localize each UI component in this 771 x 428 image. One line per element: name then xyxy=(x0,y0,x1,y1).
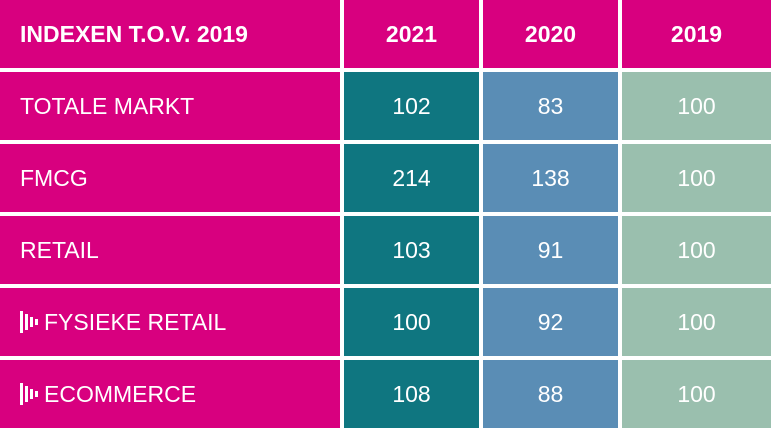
row-label: FYSIEKE RETAIL xyxy=(0,288,340,356)
table-title: INDEXEN T.O.V. 2019 xyxy=(0,0,340,68)
row-label: TOTALE MARKT xyxy=(0,72,340,140)
value-cell-2020: 88 xyxy=(483,360,618,428)
value-cell-2019: 100 xyxy=(622,72,771,140)
row-label-text: FYSIEKE RETAIL xyxy=(44,308,227,335)
column-header-2020: 2020 xyxy=(483,0,618,68)
value-cell-2020: 83 xyxy=(483,72,618,140)
row-label: FMCG xyxy=(0,144,340,212)
bars-icon xyxy=(20,311,38,333)
value-cell-2020: 138 xyxy=(483,144,618,212)
value-cell-2019: 100 xyxy=(622,360,771,428)
row-label-text: TOTALE MARKT xyxy=(20,92,195,119)
row-label-text: RETAIL xyxy=(20,236,99,263)
value-cell-2021: 103 xyxy=(344,216,479,284)
value-cell-2020: 92 xyxy=(483,288,618,356)
value-cell-2021: 108 xyxy=(344,360,479,428)
row-label-text: ECOMMERCE xyxy=(44,380,197,407)
value-cell-2019: 100 xyxy=(622,216,771,284)
column-header-2019: 2019 xyxy=(622,0,771,68)
row-label: ECOMMERCE xyxy=(0,360,340,428)
column-header-2021: 2021 xyxy=(344,0,479,68)
value-cell-2019: 100 xyxy=(622,144,771,212)
value-cell-2019: 100 xyxy=(622,288,771,356)
row-label: RETAIL xyxy=(0,216,340,284)
row-label-text: FMCG xyxy=(20,164,88,191)
bars-icon xyxy=(20,383,38,405)
value-cell-2020: 91 xyxy=(483,216,618,284)
value-cell-2021: 100 xyxy=(344,288,479,356)
value-cell-2021: 214 xyxy=(344,144,479,212)
value-cell-2021: 102 xyxy=(344,72,479,140)
